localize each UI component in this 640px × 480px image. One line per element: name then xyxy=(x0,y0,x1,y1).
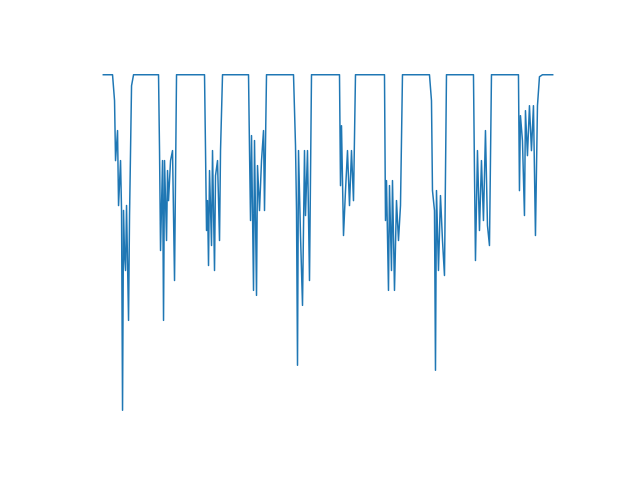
data-line xyxy=(102,74,554,411)
